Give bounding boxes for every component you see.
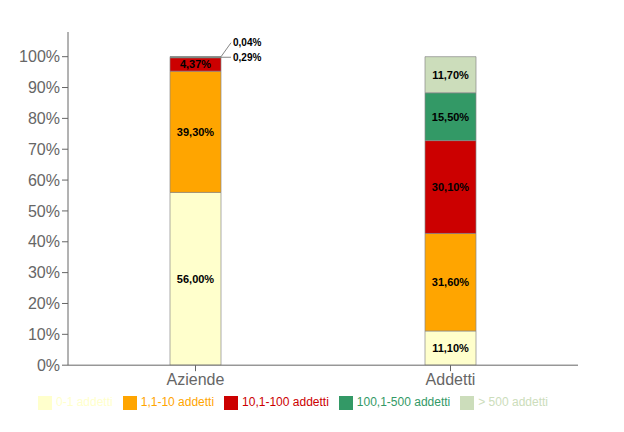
svg-text:39,30%: 39,30%	[177, 126, 215, 138]
html-text:100,1-500 addetti: 100,1-500 addetti	[356, 395, 451, 410]
svg-text:0,04%: 0,04%	[233, 37, 261, 48]
svg-text:11,10%: 11,10%	[432, 342, 469, 354]
svg-text:Aziende: Aziende	[167, 371, 225, 388]
svg-text:20%: 20%	[28, 295, 60, 312]
svg-text:60%: 60%	[28, 172, 60, 189]
svg-text:100%: 100%	[19, 48, 60, 65]
html-text:10,1-100 addetti: 10,1-100 addetti	[242, 395, 329, 410]
svg-text:0,29%: 0,29%	[233, 52, 261, 63]
html-text:0-1 addetti: 0-1 addetti	[56, 395, 113, 410]
svg-text:10%: 10%	[28, 326, 60, 343]
svg-text:56,00%: 56,00%	[177, 273, 215, 285]
svg-text:Addetti: Addetti	[426, 371, 476, 388]
html-text:1,1-10 addetti: 1,1-10 addetti	[140, 395, 215, 410]
svg-text:11,70%: 11,70%	[432, 69, 469, 81]
svg-text:15,50%: 15,50%	[432, 111, 470, 123]
svg-text:0%: 0%	[37, 357, 60, 374]
svg-text:31,60%: 31,60%	[432, 276, 470, 288]
svg-text:30%: 30%	[28, 264, 60, 281]
svg-text:90%: 90%	[28, 79, 60, 96]
svg-text:80%: 80%	[28, 110, 60, 127]
svg-text:70%: 70%	[28, 141, 60, 158]
svg-text:4,37%: 4,37%	[180, 58, 211, 70]
svg-text:40%: 40%	[28, 233, 60, 250]
svg-text:30,10%: 30,10%	[432, 181, 470, 193]
svg-text:50%: 50%	[28, 203, 60, 220]
html-text:> 500 addetti: > 500 addetti	[478, 395, 548, 410]
